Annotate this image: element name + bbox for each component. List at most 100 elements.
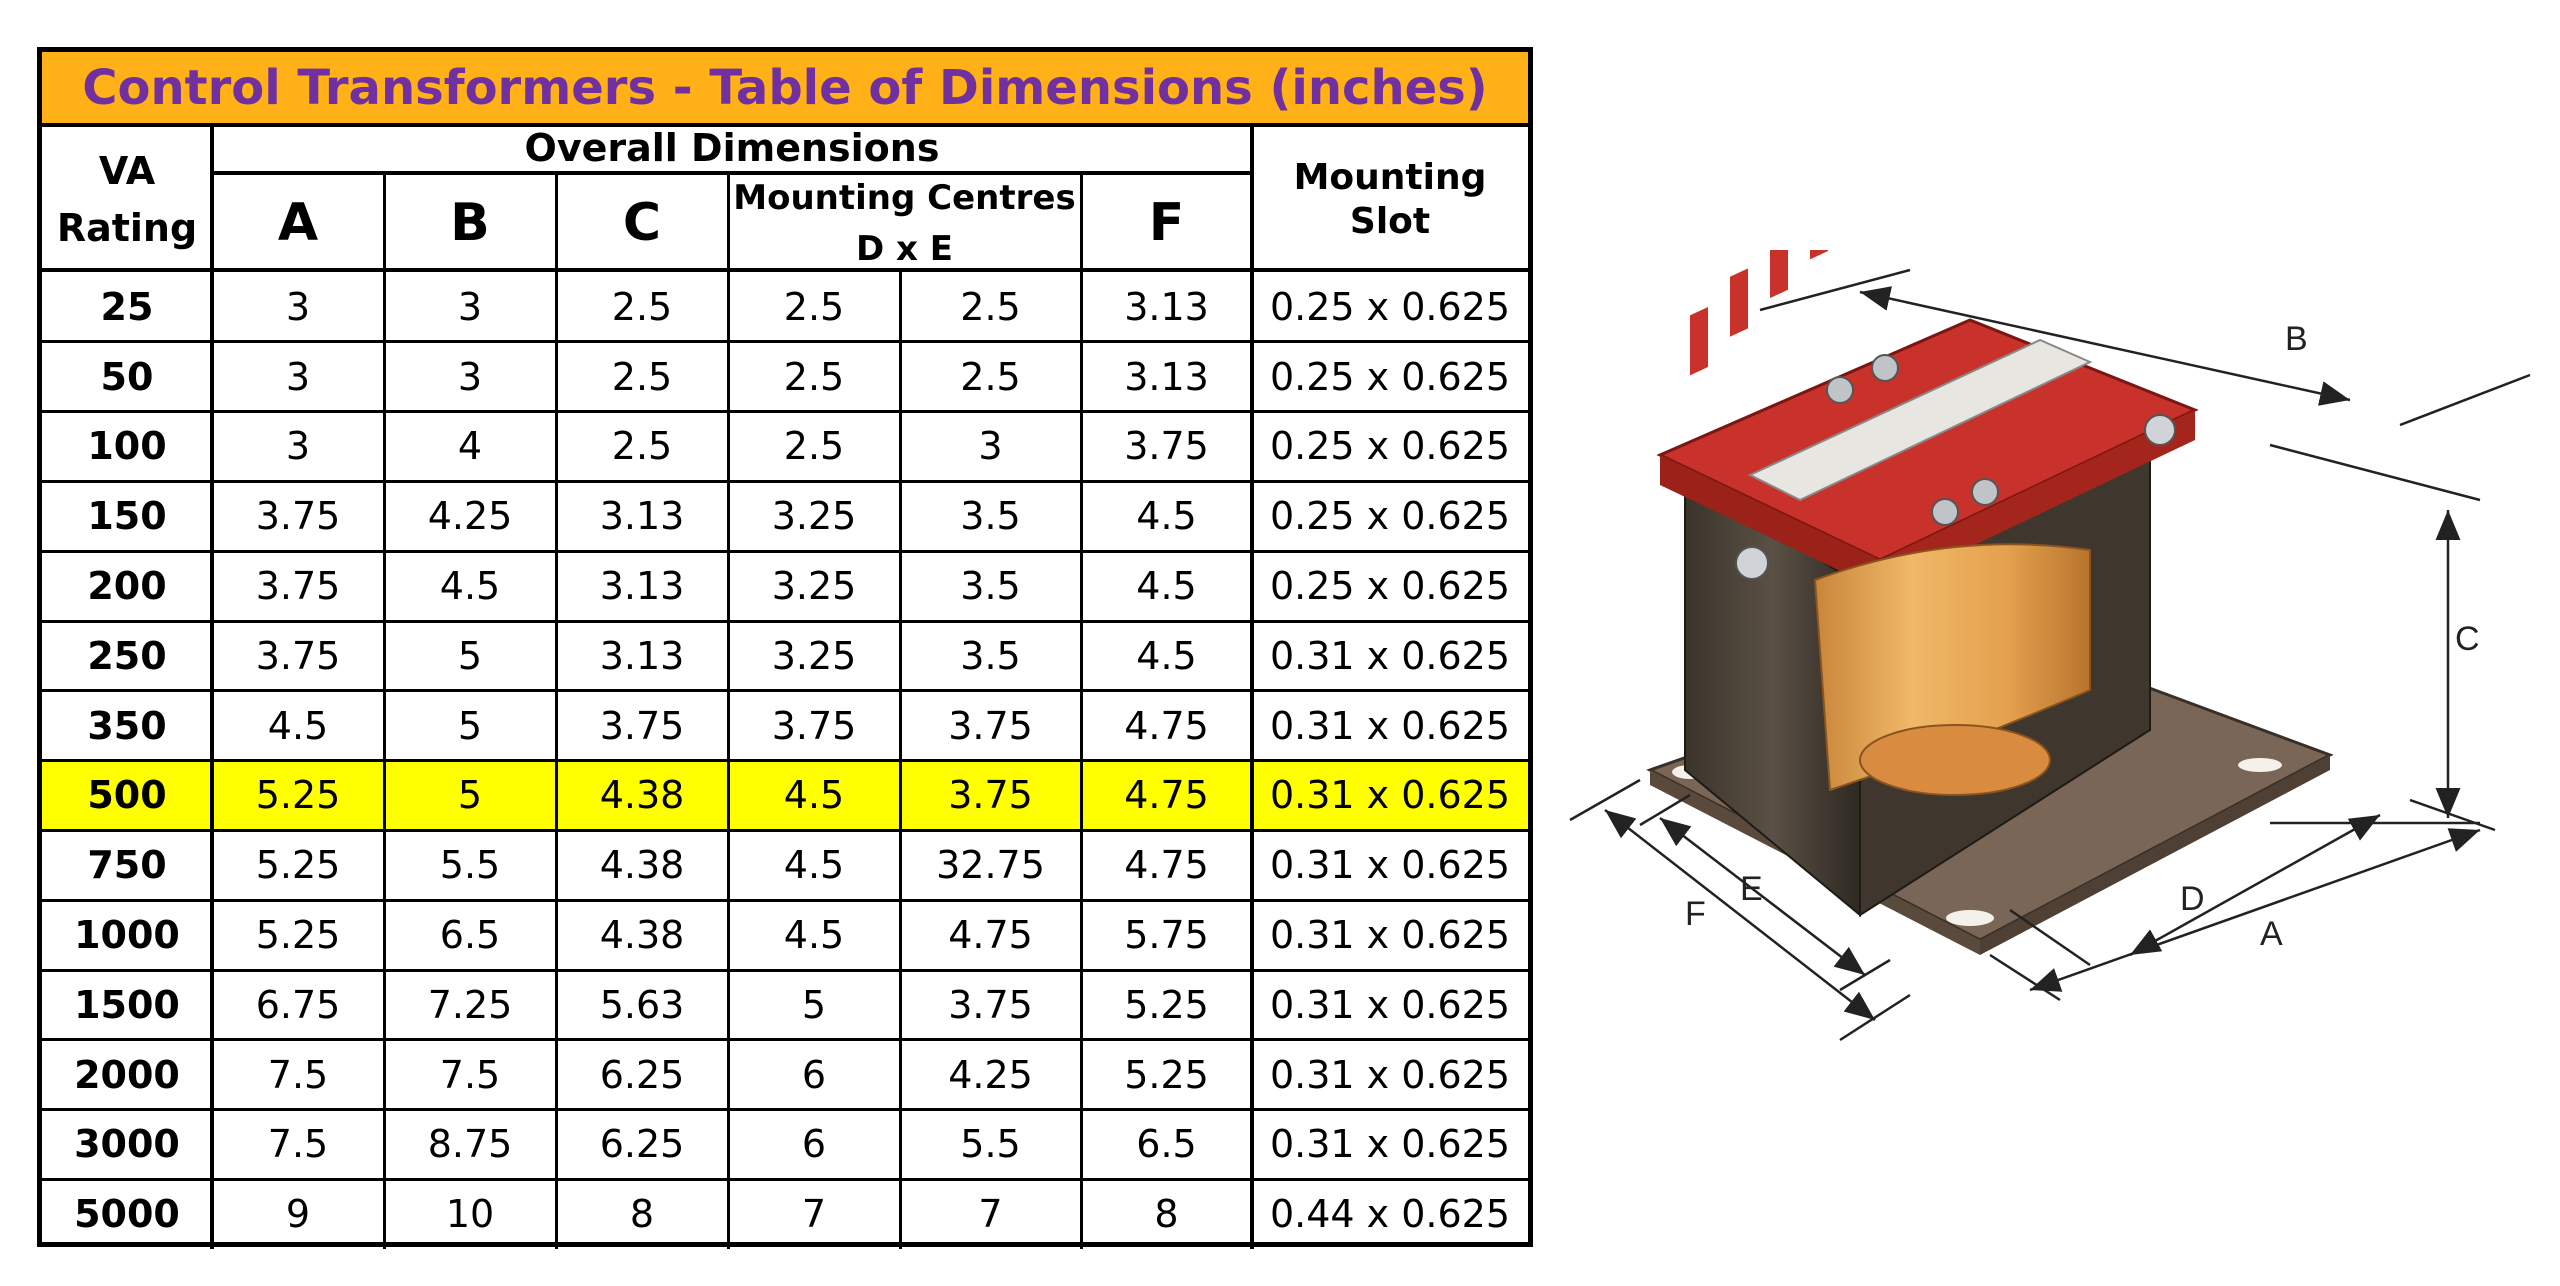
table-cell: 4.38 xyxy=(599,843,685,888)
table-cell: 3.5 xyxy=(960,494,1021,539)
table-cell: 3.5 xyxy=(960,633,1021,678)
table-cell: 3 xyxy=(285,424,311,469)
table-cell: 3 xyxy=(978,424,1003,469)
table-cell: 8.75 xyxy=(427,1122,513,1167)
header-divider xyxy=(42,268,1528,272)
table-cell: 7 xyxy=(801,1192,827,1237)
column-divider xyxy=(382,175,386,1250)
table-cell: 0.31 x 0.625 xyxy=(1269,703,1511,748)
table-cell: 5 xyxy=(801,982,827,1027)
va-rating-cell: 25 xyxy=(100,284,154,329)
table-cell: 3.13 xyxy=(1124,354,1209,399)
table-cell: 3.13 xyxy=(599,633,685,678)
table-cell: 4.25 xyxy=(948,1052,1033,1097)
label-b: B xyxy=(2285,320,2308,358)
column-divider xyxy=(210,127,214,1250)
row-divider xyxy=(42,619,1528,623)
table-cell: 7.5 xyxy=(267,1052,329,1097)
table-cell: 4.75 xyxy=(1124,843,1209,888)
table-cell: 6.25 xyxy=(599,1052,685,1097)
table-cell: 0.25 x 0.625 xyxy=(1269,284,1511,329)
row-divider xyxy=(42,689,1528,693)
va-rating-cell: 2000 xyxy=(74,1052,180,1097)
table-cell: 3.75 xyxy=(948,703,1033,748)
header-va-rating: VA Rating xyxy=(42,127,212,272)
table-cell: 3.75 xyxy=(255,564,341,609)
row-divider xyxy=(42,968,1528,972)
table-cell: 32.75 xyxy=(936,843,1045,888)
terminal-block xyxy=(1656,250,2199,590)
row-divider xyxy=(42,479,1528,483)
table-cell: 3 xyxy=(285,284,311,329)
column-divider xyxy=(726,175,730,1250)
table-cell: 3.25 xyxy=(771,494,857,539)
table-cell: 3.13 xyxy=(599,494,685,539)
table-cell: 3 xyxy=(457,354,483,399)
table-cell: 0.31 x 0.625 xyxy=(1269,1122,1511,1167)
table-cell: 3 xyxy=(457,284,483,329)
table-cell: 9 xyxy=(285,1192,311,1237)
header-mounting-centres: Mounting Centres D x E xyxy=(728,175,1081,272)
table-cell: 0.25 x 0.625 xyxy=(1269,424,1511,469)
table-cell: 4.5 xyxy=(439,564,501,609)
row-divider xyxy=(42,1177,1528,1181)
table-cell: 4.25 xyxy=(427,494,513,539)
table-cell: 2.5 xyxy=(783,424,845,469)
row-divider xyxy=(42,759,1528,763)
row-divider xyxy=(42,828,1528,832)
table-cell: 3.75 xyxy=(255,633,341,678)
table-cell: 4.75 xyxy=(1124,773,1209,818)
table-cell: 5 xyxy=(457,773,483,818)
table-cell: 2.5 xyxy=(611,284,673,329)
header-c: C xyxy=(622,193,662,254)
va-rating-cell: 100 xyxy=(87,424,167,469)
overall-divider xyxy=(212,171,1252,175)
label-e: E xyxy=(1740,870,1763,908)
table-cell: 0.31 x 0.625 xyxy=(1269,843,1511,888)
header-dxe-line2: D x E xyxy=(855,228,954,269)
header-a: A xyxy=(277,193,319,254)
va-rating-cell: 200 xyxy=(87,564,167,609)
table-cell: 6 xyxy=(801,1122,827,1167)
table-cell: 5.75 xyxy=(1124,913,1209,958)
va-rating-cell: 750 xyxy=(87,843,167,888)
table-cell: 6.25 xyxy=(599,1122,685,1167)
table-cell: 6.75 xyxy=(255,982,341,1027)
header-mounting-centres-line1: Mounting Centres xyxy=(733,177,1076,218)
table-cell: 3 xyxy=(285,354,311,399)
table-cell: 5.25 xyxy=(255,843,341,888)
table-cell: 3.25 xyxy=(771,564,857,609)
row-divider xyxy=(42,898,1528,902)
table-cell: 5.25 xyxy=(255,913,341,958)
table-cell: 3.75 xyxy=(255,494,341,539)
table-cell: 3.25 xyxy=(771,633,857,678)
label-a: A xyxy=(2260,915,2283,953)
table-cell: 3.13 xyxy=(1124,284,1209,329)
row-divider xyxy=(42,340,1528,344)
table-cell: 3.75 xyxy=(771,703,857,748)
label-c: C xyxy=(2455,620,2480,658)
row-divider xyxy=(42,1108,1528,1112)
label-d: D xyxy=(2180,880,2205,918)
va-rating-cell: 5000 xyxy=(74,1192,180,1237)
table-cell: 0.31 x 0.625 xyxy=(1269,982,1511,1027)
table-cell: 7.25 xyxy=(427,982,513,1027)
table-cell: 4.5 xyxy=(1136,564,1197,609)
header-f: F xyxy=(1148,193,1185,254)
transformer-coil xyxy=(1813,543,2091,796)
row-divider xyxy=(42,410,1528,414)
table-cell: 0.25 x 0.625 xyxy=(1269,564,1511,609)
va-rating-cell: 3000 xyxy=(74,1122,180,1167)
row-divider xyxy=(42,1038,1528,1042)
table-cell: 0.31 x 0.625 xyxy=(1269,633,1511,678)
table-cell: 0.25 x 0.625 xyxy=(1269,494,1511,539)
table-cell: 0.44 x 0.625 xyxy=(1269,1192,1511,1237)
table-cell: 4.5 xyxy=(783,913,845,958)
table-cell: 5.5 xyxy=(439,843,501,888)
table-cell: 7.5 xyxy=(267,1122,329,1167)
dimensions-table: Control Transformers - Table of Dimensio… xyxy=(37,47,1533,1250)
table-cell: 6.5 xyxy=(439,913,501,958)
table-cell: 5 xyxy=(457,703,483,748)
table-cell: 10 xyxy=(445,1192,495,1237)
dimension-lines xyxy=(1569,268,2531,1042)
